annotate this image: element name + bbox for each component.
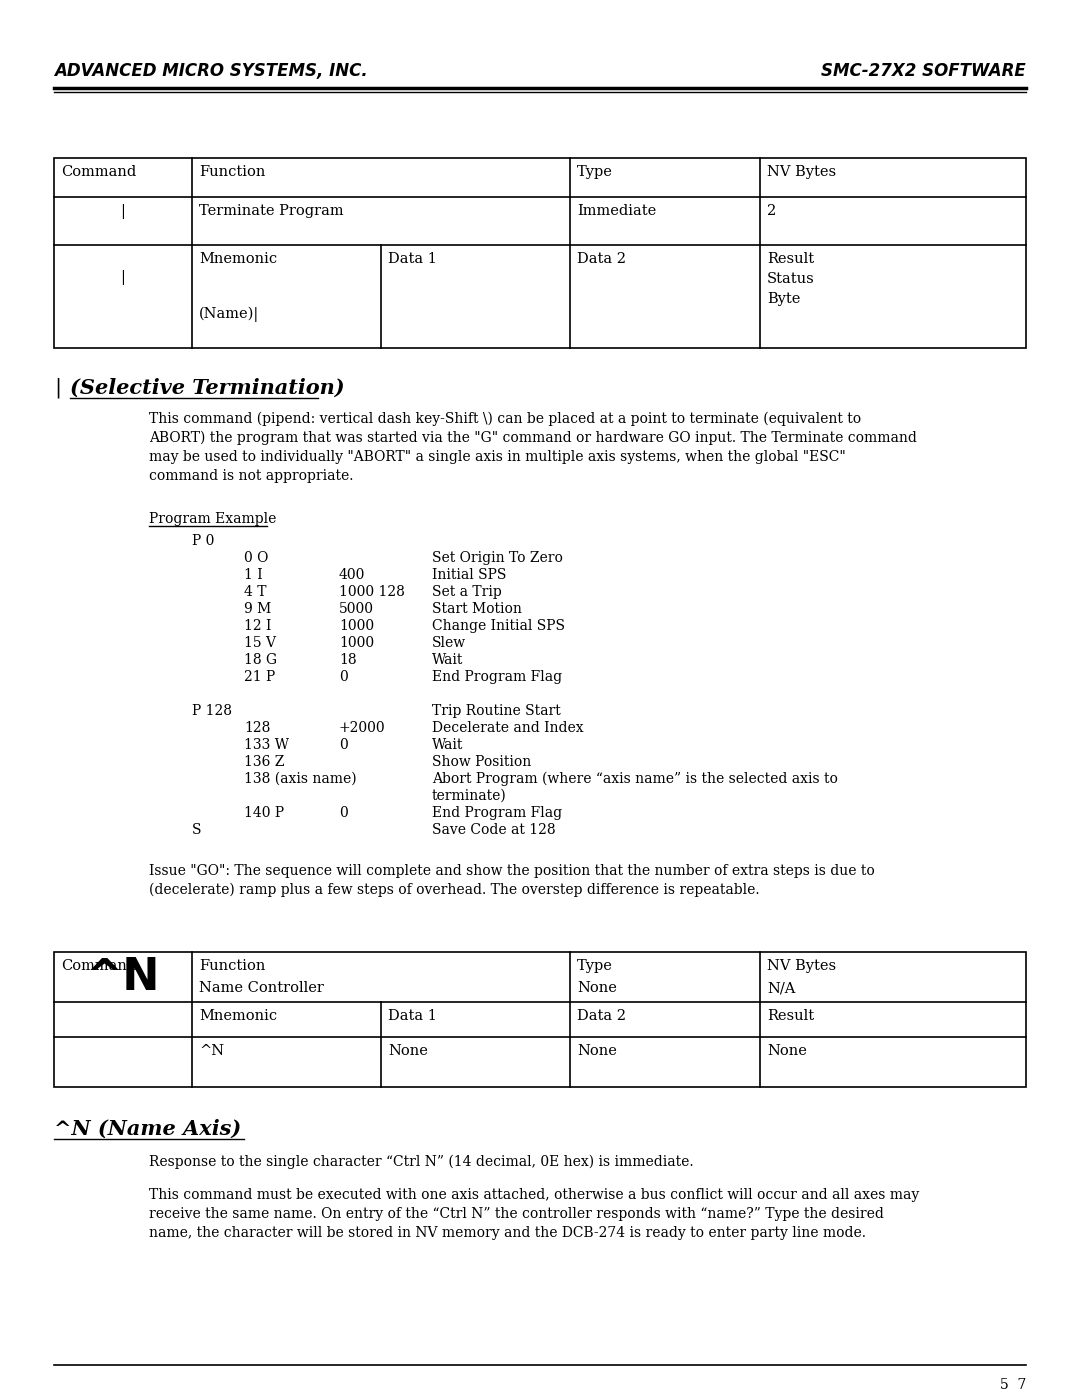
Text: 12 I: 12 I — [244, 619, 271, 633]
Text: 138 (axis name): 138 (axis name) — [244, 773, 356, 787]
Text: may be used to individually "ABORT" a single axis in multiple axis systems, when: may be used to individually "ABORT" a si… — [149, 450, 846, 464]
Text: ^N: ^N — [85, 956, 160, 999]
Text: Save Code at 128: Save Code at 128 — [432, 823, 555, 837]
Text: End Program Flag: End Program Flag — [432, 806, 562, 820]
Text: 136 Z: 136 Z — [244, 754, 284, 768]
Text: 9 M: 9 M — [244, 602, 271, 616]
Text: P 0: P 0 — [192, 534, 214, 548]
Text: (Name)|: (Name)| — [199, 307, 259, 323]
Text: receive the same name. On entry of the “Ctrl N” the controller responds with “na: receive the same name. On entry of the “… — [149, 1207, 883, 1221]
Text: Type: Type — [577, 958, 612, 972]
Text: Status: Status — [767, 272, 814, 286]
Text: Terminate Program: Terminate Program — [199, 204, 343, 218]
Text: N/A: N/A — [767, 981, 795, 995]
Text: 4 T: 4 T — [244, 585, 267, 599]
Text: ADVANCED MICRO SYSTEMS, INC.: ADVANCED MICRO SYSTEMS, INC. — [54, 61, 368, 80]
Text: Issue "GO": The sequence will complete and show the position that the number of : Issue "GO": The sequence will complete a… — [149, 863, 875, 877]
Text: Initial SPS: Initial SPS — [432, 569, 507, 583]
Text: End Program Flag: End Program Flag — [432, 671, 562, 685]
Text: 400: 400 — [339, 569, 365, 583]
Text: Function: Function — [199, 165, 266, 179]
Text: |: | — [121, 270, 125, 285]
Text: Trip Routine Start: Trip Routine Start — [432, 704, 561, 718]
Text: (Selective Termination): (Selective Termination) — [70, 379, 345, 398]
Text: 0: 0 — [339, 738, 348, 752]
Text: 0: 0 — [339, 671, 348, 685]
Text: 1000 128: 1000 128 — [339, 585, 405, 599]
Text: name, the character will be stored in NV memory and the DCB-274 is ready to ente: name, the character will be stored in NV… — [149, 1227, 866, 1241]
Text: Program Example: Program Example — [149, 511, 276, 527]
Text: 2: 2 — [767, 204, 777, 218]
Text: Immediate: Immediate — [577, 204, 657, 218]
Text: 18 G: 18 G — [244, 652, 278, 666]
Text: Start Motion: Start Motion — [432, 602, 522, 616]
Text: terminate): terminate) — [432, 789, 507, 803]
Text: Set Origin To Zero: Set Origin To Zero — [432, 550, 563, 564]
Text: 1000: 1000 — [339, 636, 374, 650]
Text: P 128: P 128 — [192, 704, 232, 718]
Text: This command (pipend: vertical dash key-Shift \) can be placed at a point to ter: This command (pipend: vertical dash key-… — [149, 412, 861, 426]
Text: 133 W: 133 W — [244, 738, 289, 752]
Text: ^N (Name Axis): ^N (Name Axis) — [54, 1119, 241, 1139]
Text: Show Position: Show Position — [432, 754, 531, 768]
Text: Change Initial SPS: Change Initial SPS — [432, 619, 565, 633]
Text: Mnemonic: Mnemonic — [199, 251, 278, 265]
Text: Name Controller: Name Controller — [199, 981, 324, 995]
Text: NV Bytes: NV Bytes — [767, 165, 836, 179]
Text: SMC-27X2 SOFTWARE: SMC-27X2 SOFTWARE — [821, 61, 1026, 80]
Text: Function: Function — [199, 958, 266, 972]
Text: None: None — [767, 1044, 807, 1058]
Text: 5000: 5000 — [339, 602, 374, 616]
Text: Command: Command — [60, 958, 136, 972]
Text: Mnemonic: Mnemonic — [199, 1009, 278, 1023]
Text: Data 2: Data 2 — [577, 251, 626, 265]
Text: Abort Program (where “axis name” is the selected axis to: Abort Program (where “axis name” is the … — [432, 773, 838, 787]
Text: Set a Trip: Set a Trip — [432, 585, 502, 599]
Text: Command: Command — [60, 165, 136, 179]
Text: ^N: ^N — [199, 1044, 225, 1058]
Text: |: | — [121, 204, 125, 219]
Text: 18: 18 — [339, 652, 356, 666]
Text: Wait: Wait — [432, 738, 463, 752]
Text: |: | — [54, 379, 62, 398]
Text: Data 1: Data 1 — [388, 251, 437, 265]
Text: (decelerate) ramp plus a few steps of overhead. The overstep difference is repea: (decelerate) ramp plus a few steps of ov… — [149, 883, 759, 897]
Text: 128: 128 — [244, 721, 270, 735]
Text: None: None — [577, 1044, 617, 1058]
Text: Data 2: Data 2 — [577, 1009, 626, 1023]
Text: This command must be executed with one axis attached, otherwise a bus conflict w: This command must be executed with one a… — [149, 1187, 919, 1201]
Text: 15 V: 15 V — [244, 636, 276, 650]
Text: Byte: Byte — [767, 292, 800, 306]
Text: command is not appropriate.: command is not appropriate. — [149, 469, 353, 483]
Text: ABORT) the program that was started via the "G" command or hardware GO input. Th: ABORT) the program that was started via … — [149, 432, 917, 446]
Text: None: None — [577, 981, 617, 995]
Text: Result: Result — [767, 251, 814, 265]
Bar — [54, 951, 1026, 1087]
Text: Result: Result — [767, 1009, 814, 1023]
Text: Slew: Slew — [432, 636, 467, 650]
Text: 5  7: 5 7 — [1000, 1377, 1026, 1391]
Text: +2000: +2000 — [339, 721, 386, 735]
Bar — [54, 158, 1026, 348]
Text: Decelerate and Index: Decelerate and Index — [432, 721, 583, 735]
Text: Data 1: Data 1 — [388, 1009, 437, 1023]
Text: 1 I: 1 I — [244, 569, 262, 583]
Text: None: None — [388, 1044, 428, 1058]
Text: 0 O: 0 O — [244, 550, 268, 564]
Text: Type: Type — [577, 165, 612, 179]
Text: S: S — [192, 823, 202, 837]
Text: Wait: Wait — [432, 652, 463, 666]
Text: NV Bytes: NV Bytes — [767, 958, 836, 972]
Text: 140 P: 140 P — [244, 806, 284, 820]
Text: 1000: 1000 — [339, 619, 374, 633]
Text: 21 P: 21 P — [244, 671, 275, 685]
Text: Response to the single character “Ctrl N” (14 decimal, 0E hex) is immediate.: Response to the single character “Ctrl N… — [149, 1155, 693, 1169]
Text: 0: 0 — [339, 806, 348, 820]
